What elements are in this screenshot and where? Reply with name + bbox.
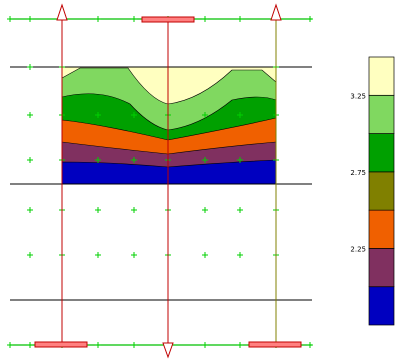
plus-marker-icon [202, 207, 208, 213]
plus-marker-icon [27, 342, 33, 348]
color-bar-swatch [368, 248, 395, 288]
color-bar-tick-label: 3.25 [350, 92, 366, 100]
plus-marker-icon [95, 157, 101, 163]
color-bar-legend: 2.25 2.75 3.25 [350, 56, 395, 326]
plus-marker-icon [131, 157, 137, 163]
plus-marker-icon [27, 252, 33, 258]
bottom-right-handle[interactable] [248, 341, 302, 348]
arrow-down-icon[interactable] [162, 342, 174, 359]
plus-marker-icon [307, 16, 313, 22]
plus-marker-icon [95, 342, 101, 348]
contour-layer-6 [61, 159, 277, 185]
slider-handles [34, 16, 302, 348]
color-bar-tick-label: 2.25 [350, 245, 366, 253]
plus-marker-icon [27, 16, 33, 22]
plus-marker-icon [131, 16, 137, 22]
plus-marker-icon [131, 342, 137, 348]
color-bar-swatch [368, 133, 395, 173]
color-bar-swatch [368, 286, 395, 326]
color-bar-tick-label: 2.75 [350, 169, 366, 177]
plus-marker-icon [131, 207, 137, 213]
arrow-up-icon[interactable] [270, 3, 282, 21]
color-bar-swatch [368, 56, 395, 96]
plus-marker-icon [202, 252, 208, 258]
plus-marker-icon [27, 207, 33, 213]
plus-marker-icon [7, 342, 13, 348]
plus-marker-icon [131, 112, 137, 118]
plus-marker-icon [95, 207, 101, 213]
color-bar-swatch [368, 209, 395, 249]
guide-lines [61, 14, 277, 350]
plus-marker-icon [202, 157, 208, 163]
bottom-left-handle[interactable] [34, 341, 88, 348]
color-bar-swatches [368, 56, 395, 326]
plus-marker-icon [27, 157, 33, 163]
plus-marker-icon [237, 112, 243, 118]
plus-marker-icon [131, 252, 137, 258]
plus-marker-icon [237, 157, 243, 163]
plus-marker-icon [7, 16, 13, 22]
top-center-handle[interactable] [141, 16, 195, 23]
plus-marker-icon [202, 112, 208, 118]
plus-marker-icon [27, 64, 33, 70]
plus-marker-icon [237, 252, 243, 258]
plus-marker-icon [95, 112, 101, 118]
plus-marker-icon [237, 342, 243, 348]
plus-marker-icon [202, 342, 208, 348]
plus-marker-icon [202, 16, 208, 22]
color-bar-swatch [368, 94, 395, 134]
contour-plot [61, 67, 277, 185]
plus-marker-icon [27, 112, 33, 118]
plus-marker-icon [95, 16, 101, 22]
color-bar-ticks: 2.25 2.75 3.25 [350, 92, 366, 253]
color-bar-swatch [368, 171, 395, 211]
plus-marker-icon [237, 16, 243, 22]
plus-marker-icon [307, 342, 313, 348]
arrow-up-icon[interactable] [56, 3, 68, 21]
plus-marker-icon [237, 207, 243, 213]
plus-marker-icon [95, 252, 101, 258]
